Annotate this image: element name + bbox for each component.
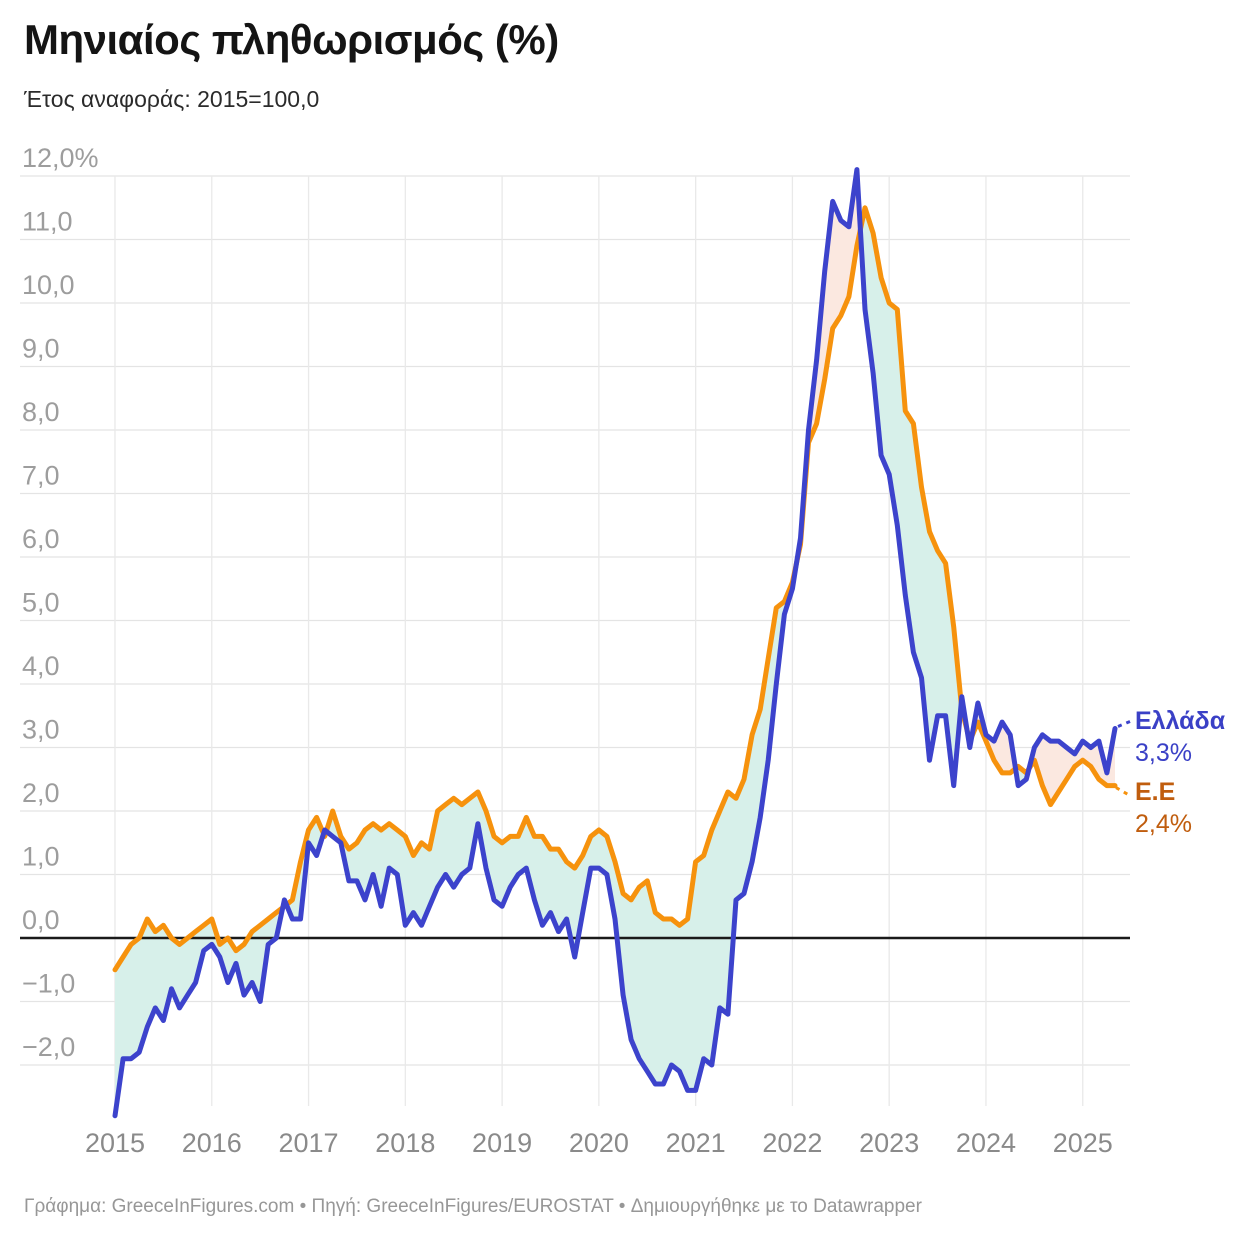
y-tick-label: 10,0 — [22, 270, 75, 300]
x-tick-label: 2020 — [569, 1128, 629, 1158]
greece-line — [112, 167, 1118, 1119]
legend-greece-value: 3,3% — [1135, 739, 1192, 767]
y-tick-label: 8,0 — [22, 397, 60, 427]
fill-eu-above — [326, 563, 797, 1091]
chart-subtitle: Έτος αναφοράς: 2015=100,0 — [24, 86, 320, 112]
x-tick-label: 2022 — [762, 1128, 822, 1158]
x-tick-label: 2024 — [956, 1128, 1016, 1158]
fill-greece-above — [796, 169, 861, 564]
y-tick-label: 2,0 — [22, 778, 60, 808]
y-tick-label: 1,0 — [22, 842, 60, 872]
legend-eu-label: Ε.Ε — [1135, 778, 1176, 806]
x-tick-label: 2015 — [85, 1128, 145, 1158]
y-tick-label: 7,0 — [22, 461, 60, 491]
y-tick-label: 9,0 — [22, 334, 60, 364]
x-tick-label: 2025 — [1053, 1128, 1113, 1158]
x-tick-label: 2017 — [279, 1128, 339, 1158]
x-tick-label: 2016 — [182, 1128, 242, 1158]
footer-attribution: Γράφημα: GreeceInFigures.com • Πηγή: Gre… — [24, 1196, 922, 1217]
y-tick-label: 0,0 — [22, 905, 60, 935]
fill-eu-above — [860, 207, 962, 786]
y-tick-label: 4,0 — [22, 651, 60, 681]
x-tick-label: 2021 — [666, 1128, 726, 1158]
legend-greece-label: Ελλάδα — [1135, 707, 1226, 735]
legend-eu-value: 2,4% — [1135, 810, 1192, 838]
x-tick-label: 2018 — [375, 1128, 435, 1158]
fill-greece-above — [971, 703, 1016, 773]
y-tick-label: −1,0 — [22, 969, 75, 999]
greece-end-dash — [1117, 720, 1131, 728]
x-tick-label: 2023 — [859, 1128, 919, 1158]
chart-header: Μηνιαίος πληθωρισμός (%) Έτος αναφοράς: … — [24, 16, 559, 113]
y-tick-label: −2,0 — [22, 1032, 75, 1062]
eu-end-dash — [1115, 786, 1131, 797]
fill-eu-above — [115, 907, 283, 1116]
y-tick-label: 6,0 — [22, 524, 60, 554]
x-tick-label: 2019 — [472, 1128, 532, 1158]
page-title: Μηνιαίος πληθωρισμός (%) — [24, 16, 559, 63]
y-tick-label: 3,0 — [22, 715, 60, 745]
y-tick-label: 12,0% — [22, 143, 99, 173]
y-tick-label: 5,0 — [22, 588, 60, 618]
y-tick-label: 11,0 — [22, 207, 73, 237]
eu-line — [112, 205, 1118, 973]
